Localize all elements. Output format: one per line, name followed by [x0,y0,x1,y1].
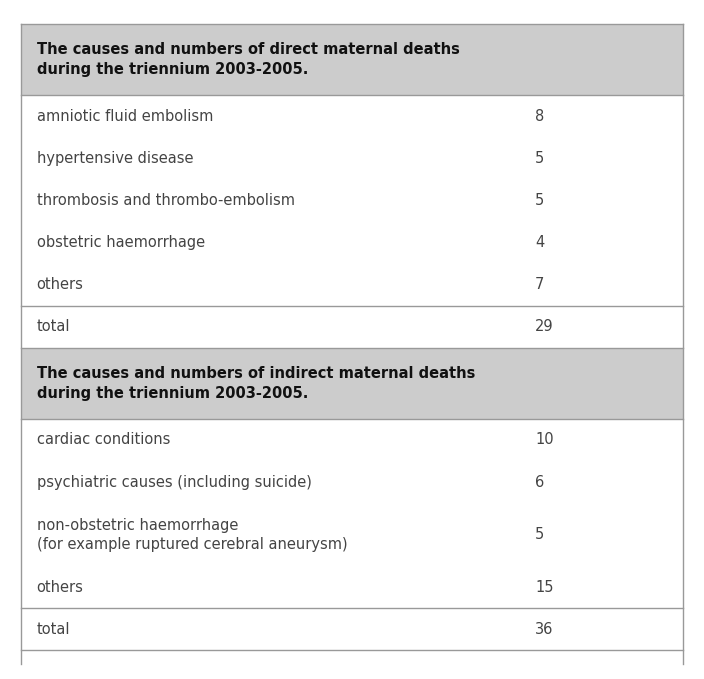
Text: 8: 8 [535,109,544,124]
Text: 5: 5 [535,193,544,208]
Bar [21,95,683,137]
Text: total: total [37,319,70,334]
Bar [21,566,683,608]
Text: others: others [37,277,84,292]
Bar [21,419,683,461]
Text: 10: 10 [535,433,553,447]
Text: 15: 15 [535,580,553,595]
Bar [21,179,683,221]
Text: 5: 5 [535,527,544,543]
Bar [21,263,683,306]
Text: obstetric haemorrhage: obstetric haemorrhage [37,235,205,250]
Text: 4: 4 [535,235,544,250]
Text: 36: 36 [535,622,553,637]
Text: The causes and numbers of direct maternal deaths
during the triennium 2003-2005.: The causes and numbers of direct materna… [37,41,460,77]
Text: 5: 5 [535,151,544,166]
Text: psychiatric causes (including suicide): psychiatric causes (including suicide) [37,475,311,490]
Bar [21,503,683,566]
Text: cardiac conditions: cardiac conditions [37,433,170,447]
Bar [21,608,683,650]
Bar [21,221,683,263]
Bar [21,306,683,348]
Text: hypertensive disease: hypertensive disease [37,151,193,166]
Bar [21,137,683,179]
Text: thrombosis and thrombo-embolism: thrombosis and thrombo-embolism [37,193,294,208]
Bar [21,461,683,503]
Text: total: total [37,622,70,637]
Text: 7: 7 [535,277,544,292]
Text: The causes and numbers of indirect maternal deaths
during the triennium 2003-200: The causes and numbers of indirect mater… [37,365,475,401]
Text: 6: 6 [535,475,544,490]
Bar [21,348,683,419]
Text: others: others [37,580,84,595]
Bar [21,24,683,95]
Text: non-obstetric haemorrhage
(for example ruptured cerebral aneurysm): non-obstetric haemorrhage (for example r… [37,517,347,552]
Text: amniotic fluid embolism: amniotic fluid embolism [37,109,213,124]
Text: 29: 29 [535,319,553,334]
